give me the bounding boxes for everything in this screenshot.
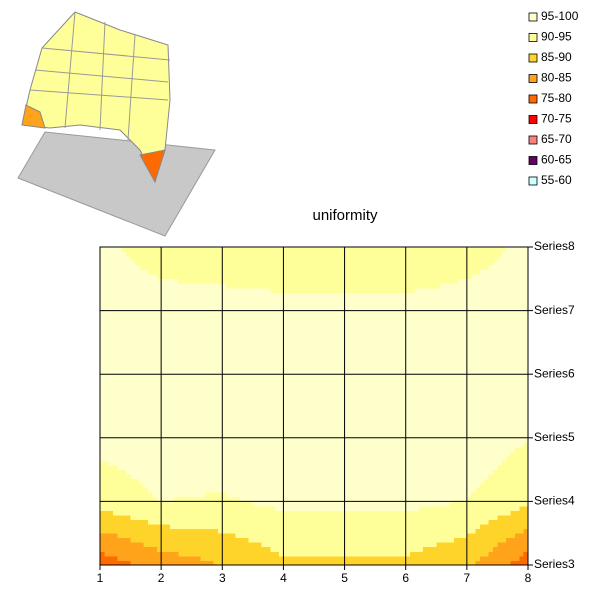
legend-label: 55-60 [541, 173, 572, 187]
y-tick-label: Series6 [534, 366, 575, 380]
legend-swatch [528, 156, 538, 165]
contour-cell [405, 501, 468, 566]
chart-title: uniformity [312, 207, 378, 224]
legend-swatch [528, 176, 538, 186]
contour-cell [344, 501, 407, 566]
contour-cell [466, 501, 529, 566]
contour-cell [405, 310, 468, 375]
legend-label: 85-90 [541, 50, 572, 64]
legend-swatch [528, 33, 538, 42]
x-tick-label: 1 [97, 571, 104, 585]
contour-cell [466, 437, 529, 502]
contour-cell [100, 374, 162, 439]
contour-cell [283, 247, 345, 311]
contour-cell [161, 437, 223, 502]
x-tick-label: 4 [280, 571, 287, 585]
contour-cell [466, 374, 529, 439]
contour-cell [222, 437, 284, 502]
x-tick-label: 8 [525, 571, 532, 585]
contour-cell [222, 374, 284, 439]
contour-cell [344, 374, 407, 439]
legend-label: 60-65 [541, 153, 572, 167]
contour-cell [100, 310, 162, 375]
contour-cell [283, 310, 345, 375]
contour-cell [283, 374, 345, 439]
y-tick-label: Series5 [534, 430, 575, 444]
plot-frame [99, 246, 529, 566]
x-tick-label: 2 [158, 571, 165, 585]
legend-swatch [528, 115, 538, 124]
legend-swatch [528, 94, 538, 104]
contour-cell [100, 437, 162, 502]
y-tick-label: Series3 [534, 557, 575, 571]
contour-cell [405, 437, 468, 502]
contour-cell [344, 247, 407, 311]
legend-label: 80-85 [541, 71, 572, 85]
x-tick-label: 7 [464, 571, 471, 585]
surface-thumbnail [17, 11, 216, 237]
x-tick-label: 5 [341, 571, 348, 585]
legend-label: 65-70 [541, 132, 572, 146]
contour-cell [100, 247, 162, 311]
legend-label: 90-95 [541, 30, 572, 44]
contour-cell [161, 247, 223, 311]
contour-cell [222, 310, 284, 375]
thumbnail-band [21, 104, 46, 129]
contour-cell [405, 247, 468, 311]
contour-cell [100, 501, 162, 566]
contour-cell [283, 437, 345, 502]
legend-swatch [528, 135, 538, 145]
contour-cell [466, 310, 529, 375]
x-tick-label: 3 [219, 571, 226, 585]
contour-cell [161, 310, 223, 375]
contour-cell [161, 501, 223, 566]
contour-cell [222, 501, 284, 566]
y-tick-label: Series7 [534, 303, 575, 317]
contour-cell [283, 501, 345, 566]
contour-cell [466, 247, 529, 311]
legend-swatch [528, 53, 538, 63]
legend-label: 75-80 [541, 91, 572, 105]
thumbnail-band [139, 149, 166, 184]
legend-swatch [528, 74, 538, 83]
contour-cell [405, 374, 468, 439]
contour-cell [161, 374, 223, 439]
contour-cell [344, 310, 407, 375]
legend-label: 70-75 [541, 112, 572, 126]
legend-label: 95-100 [541, 9, 579, 23]
y-tick-label: Series8 [534, 239, 575, 253]
x-tick-label: 6 [402, 571, 409, 585]
legend-swatch [528, 12, 538, 22]
contour-cell [344, 437, 407, 502]
contour-cell [222, 247, 284, 311]
thumbnail-floor [17, 131, 216, 237]
thumbnail-mesh [29, 11, 171, 141]
y-tick-label: Series4 [534, 494, 575, 508]
thumbnail-surface [21, 11, 171, 182]
